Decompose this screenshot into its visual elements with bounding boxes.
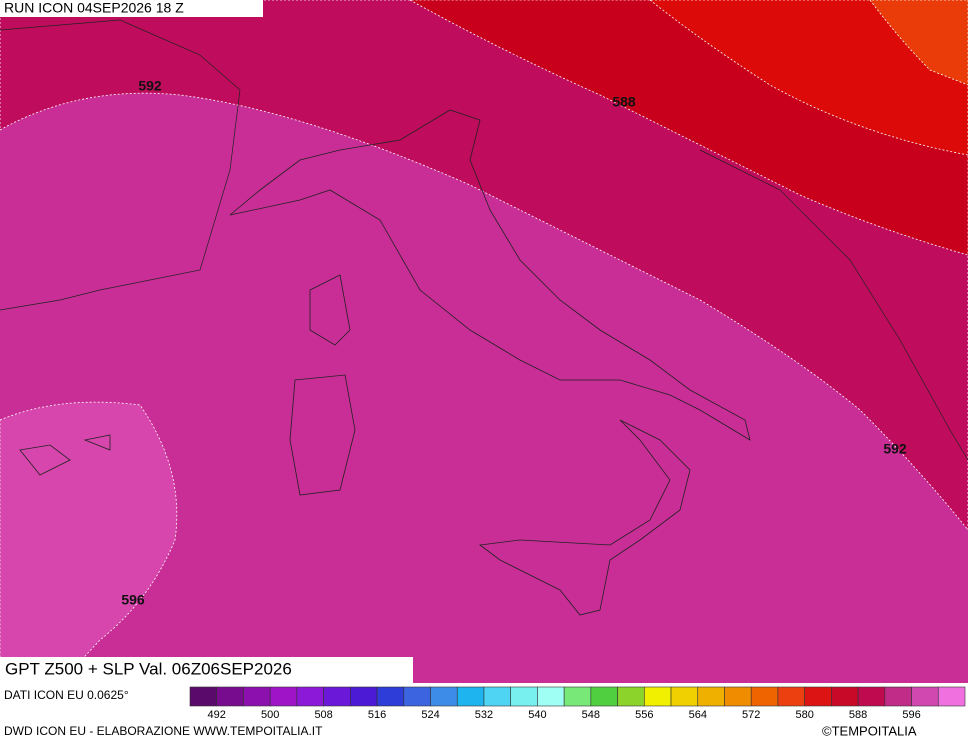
color-swatch: [644, 686, 672, 707]
colorbar-label: 524: [421, 709, 439, 721]
color-swatch: [724, 686, 752, 707]
contour-zone-584: [649, 0, 968, 156]
colorbar-label: 548: [582, 709, 600, 721]
color-swatch: [403, 686, 431, 707]
color-swatch: [243, 686, 271, 707]
colorbar-label: 572: [742, 709, 760, 721]
color-swatch: [537, 686, 565, 707]
coastline: [229, 109, 751, 616]
copyright: ©TEMPOITALIA: [822, 723, 917, 738]
contour-label: 592: [883, 441, 907, 457]
credit: DWD ICON EU - ELABORAZIONE WWW.TEMPOITAL…: [4, 724, 323, 738]
color-swatch: [269, 686, 298, 707]
contour-zone-580: [869, 0, 968, 86]
colorbar-label: 596: [902, 709, 920, 721]
color-swatch: [456, 686, 485, 707]
color-swatch: [750, 686, 779, 707]
color-swatch: [857, 686, 886, 707]
contour-label: 588: [612, 94, 636, 110]
colorbar-label: 492: [208, 709, 226, 721]
run-box: [0, 0, 263, 17]
colorbar-label: 580: [795, 709, 813, 721]
color-swatch: [189, 686, 218, 707]
colorbar-label: 516: [368, 709, 386, 721]
map-title: GPT Z500 + SLP Val. 06Z06SEP2026: [5, 659, 292, 678]
color-swatch: [804, 686, 832, 707]
colorbar-label: 508: [314, 709, 332, 721]
color-swatch: [777, 686, 805, 707]
colorbar-label: 564: [689, 709, 707, 721]
colorbar-label: 540: [528, 709, 546, 721]
title-box: [0, 657, 413, 683]
borders: [0, 19, 968, 461]
color-swatch: [937, 686, 966, 707]
islands: [19, 274, 356, 496]
color-swatch: [216, 686, 244, 707]
color-swatch: [483, 686, 511, 707]
color-swatch: [911, 686, 939, 707]
color-swatch: [697, 686, 725, 707]
color-swatch: [376, 686, 405, 707]
colorbar-label: 500: [261, 709, 279, 721]
colorbar: 492 500 508 516 524 532 540 548 556 564 572 580 588 5…: [189, 686, 966, 721]
color-swatch: [884, 686, 912, 707]
colorbar-label: 556: [635, 709, 653, 721]
data-source: DATI ICON EU 0.0625°: [4, 688, 129, 702]
colorbar-label: 532: [475, 709, 493, 721]
color-swatch: [296, 686, 324, 707]
color-swatch: [350, 686, 378, 707]
color-swatch: [323, 686, 351, 707]
color-swatch: [430, 686, 458, 707]
color-swatch: [590, 686, 618, 707]
contour-zone-596: [0, 401, 178, 684]
color-swatch: [670, 686, 699, 707]
run-label: RUN ICON 04SEP2026 18 Z: [4, 0, 184, 16]
color-swatch: [563, 686, 592, 707]
contour-label: 596: [121, 592, 145, 608]
color-swatch: [510, 686, 538, 707]
contour-label: 592: [138, 78, 162, 94]
color-swatch: [617, 686, 645, 707]
color-swatch: [831, 686, 859, 707]
colorbar-label: 588: [849, 709, 867, 721]
